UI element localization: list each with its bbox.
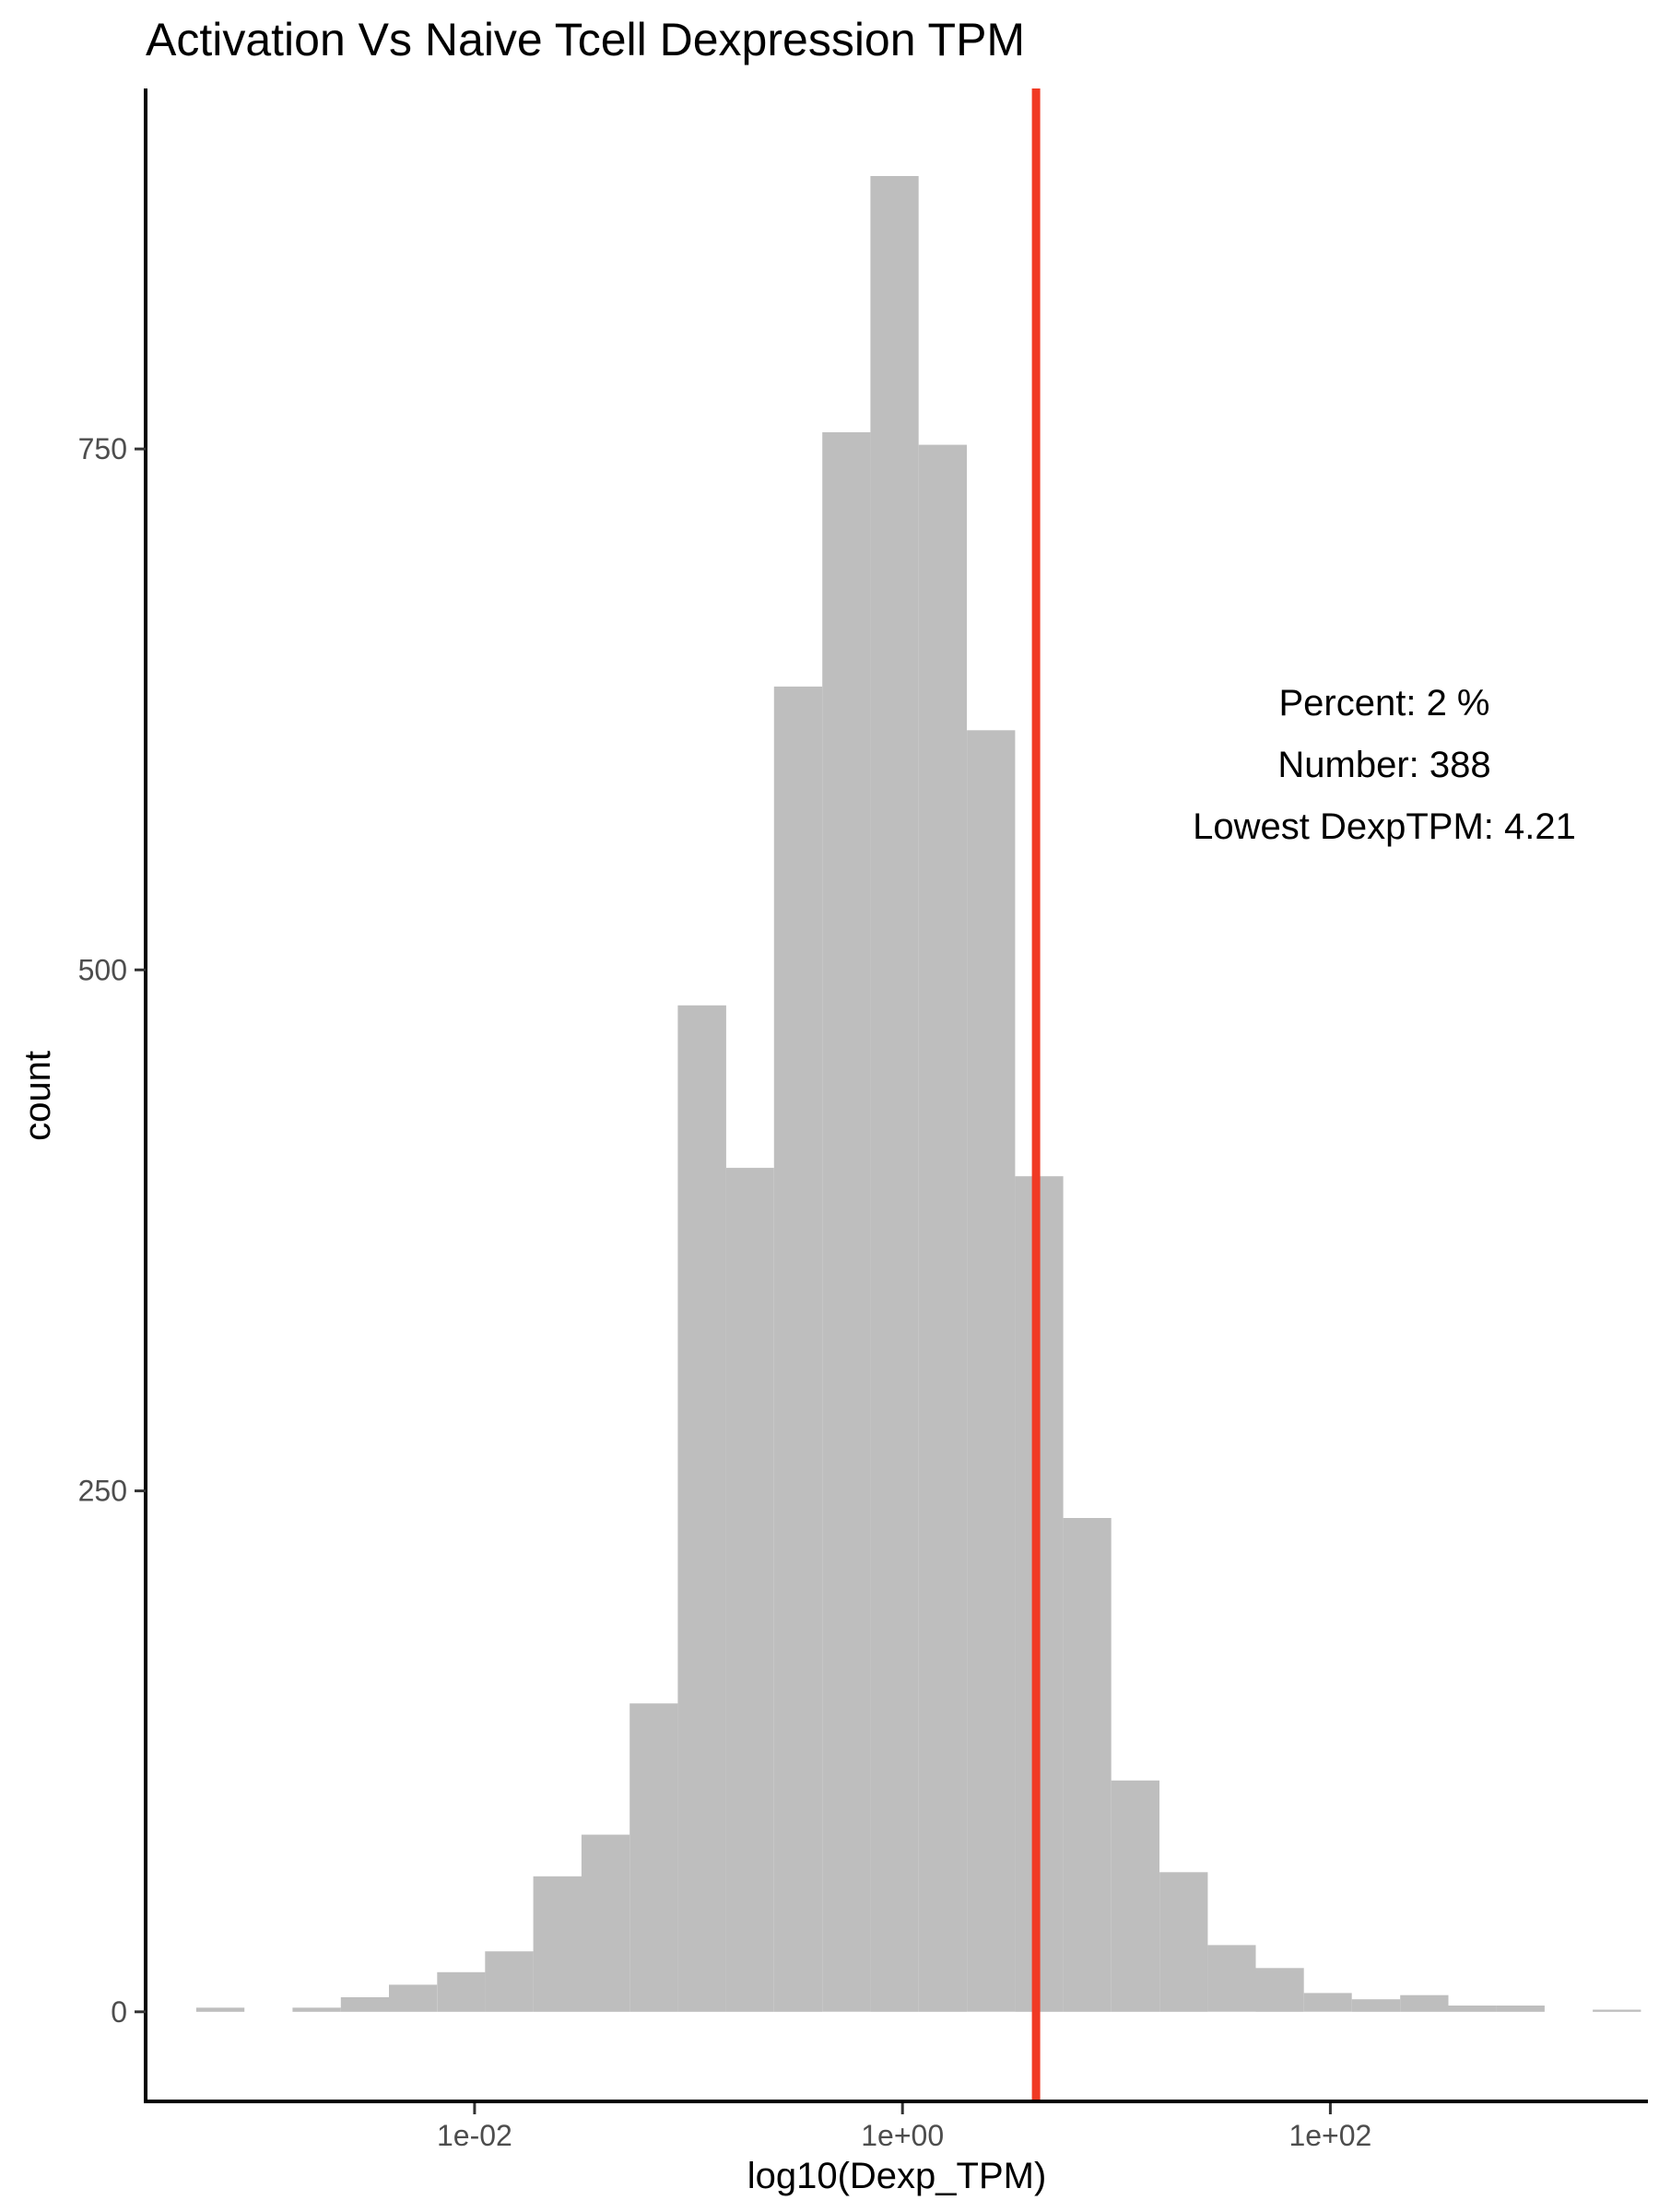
chart-title: Activation Vs Naive Tcell Dexpression TP…: [146, 14, 1025, 65]
histogram-bar: [1207, 1945, 1256, 2012]
x-tick-label: 1e-02: [437, 2119, 512, 2152]
y-tick-label: 750: [78, 432, 127, 465]
y-tick-label: 250: [78, 1475, 127, 1508]
histogram-bar: [485, 1951, 534, 2012]
x-axis-title: log10(Dexp_TPM): [747, 2156, 1047, 2196]
x-axis-ticks: 1e-02 1e+00 1e+02: [437, 2103, 1371, 2152]
histogram-bar: [581, 1834, 630, 2012]
histogram-bars: [195, 176, 1641, 2012]
histogram-bar: [340, 1997, 390, 2012]
histogram-bar: [389, 1984, 438, 2012]
histogram-bar: [1303, 1993, 1352, 2012]
histogram-bar: [1496, 2006, 1545, 2012]
histogram-bar: [1063, 1518, 1112, 2012]
histogram-bar: [437, 1971, 486, 2012]
histogram-bar: [195, 2007, 245, 2012]
annotation-percent: Percent: 2 %: [1278, 683, 1489, 724]
histogram-bar: [629, 1703, 678, 2012]
histogram-bar: [677, 1005, 726, 2012]
histogram-bar: [1111, 1780, 1159, 2012]
x-tick-label: 1e+02: [1288, 2119, 1371, 2152]
annotation-lowest-dexptpm: Lowest DexpTPM: 4.21: [1193, 806, 1576, 847]
annotation-block: Percent: 2 % Number: 388 Lowest DexpTPM:…: [1193, 683, 1576, 847]
histogram-bar: [1593, 2009, 1641, 2012]
histogram-bar: [1351, 1999, 1401, 2012]
histogram-bar: [967, 730, 1016, 2012]
histogram-bar: [1159, 1872, 1208, 2012]
histogram-bar: [1255, 1968, 1304, 2012]
histogram-bar: [918, 444, 967, 2012]
histogram-bar: [773, 686, 823, 2012]
y-tick-label: 500: [78, 953, 127, 986]
y-axis-ticks: 0 250 500 750: [78, 432, 146, 2029]
annotation-number: Number: 388: [1277, 745, 1490, 785]
histogram-bar: [822, 432, 871, 2012]
x-tick-label: 1e+00: [861, 2119, 944, 2152]
y-tick-label: 0: [111, 1995, 127, 2029]
histogram-bar: [1448, 2006, 1497, 2012]
histogram-bar: [292, 2007, 341, 2012]
histogram-bar: [533, 1876, 582, 2012]
y-axis-title: count: [18, 1051, 58, 1141]
histogram-bar: [725, 1168, 774, 2012]
histogram-bar: [870, 176, 919, 2012]
histogram-bar: [1400, 1994, 1449, 2012]
